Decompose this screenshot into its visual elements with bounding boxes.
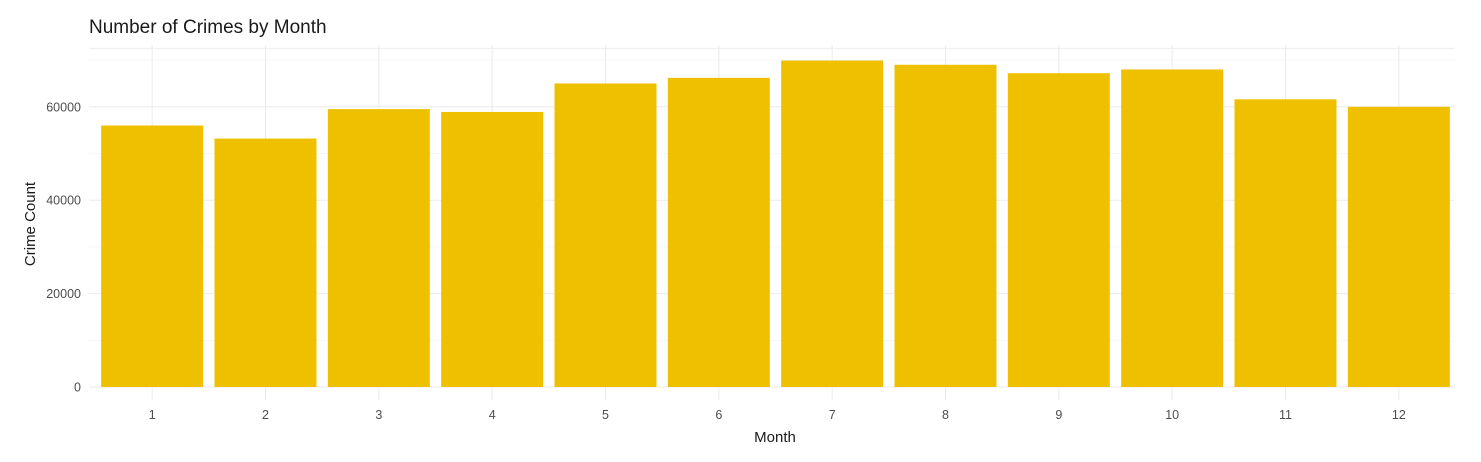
x-tick-label: 3 — [375, 408, 382, 422]
bar-month-1 — [101, 125, 204, 387]
bars — [101, 60, 1450, 388]
bar-month-4 — [441, 111, 544, 387]
x-tick-label: 12 — [1392, 408, 1406, 422]
bar-month-10 — [1121, 69, 1224, 387]
x-axis-ticks: 1 2 3 4 5 6 7 8 9 10 11 12 — [149, 408, 1406, 422]
x-tick-label: 2 — [262, 408, 269, 422]
x-tick-label: 8 — [942, 408, 949, 422]
x-tick-label: 6 — [715, 408, 722, 422]
x-tick-label: 4 — [489, 408, 496, 422]
x-axis-title: Month — [754, 429, 796, 446]
y-tick-label: 0 — [74, 381, 81, 395]
bar-month-9 — [1007, 73, 1110, 388]
y-tick-label: 60000 — [46, 100, 81, 114]
bar-month-12 — [1347, 106, 1450, 388]
bar-month-2 — [214, 138, 317, 387]
bar-month-5 — [554, 83, 657, 387]
bar-month-7 — [781, 60, 884, 387]
bar-month-8 — [894, 64, 997, 388]
x-tick-label: 1 — [149, 408, 156, 422]
y-axis-ticks: 0 20000 40000 60000 — [46, 100, 81, 394]
x-tick-label: 7 — [829, 408, 836, 422]
chart-title: Number of Crimes by Month — [89, 17, 327, 38]
y-axis-title: Crime Count — [22, 181, 39, 266]
y-tick-label: 20000 — [46, 287, 81, 301]
x-tick-label: 11 — [1279, 408, 1292, 422]
x-tick-label: 9 — [1055, 408, 1062, 422]
y-tick-label: 40000 — [46, 194, 81, 208]
x-tick-label: 10 — [1165, 408, 1179, 422]
x-tick-label: 5 — [602, 408, 609, 422]
bar-month-11 — [1234, 99, 1337, 387]
bar-month-3 — [327, 109, 430, 387]
bar-month-6 — [667, 77, 770, 387]
